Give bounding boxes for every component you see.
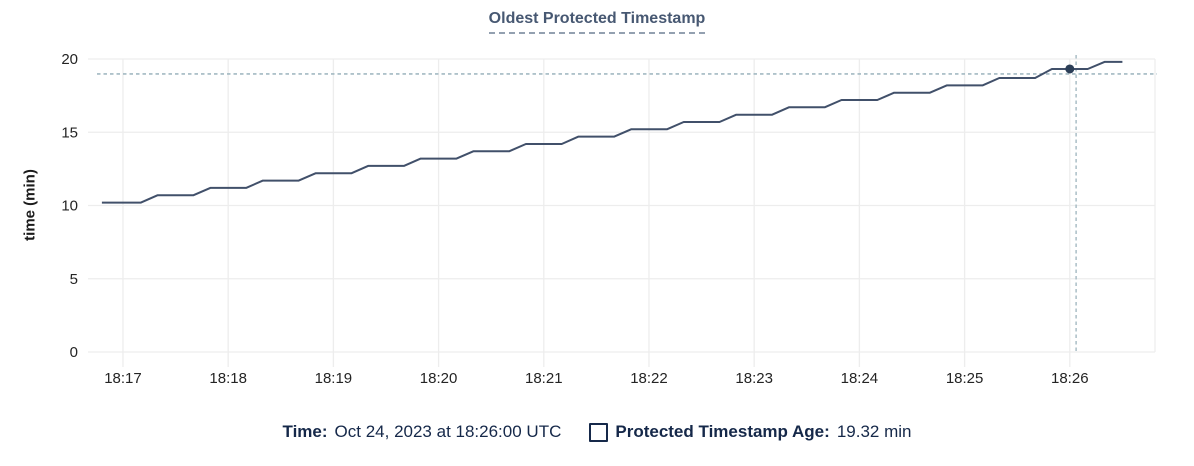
svg-text:18:25: 18:25 [946,370,984,387]
svg-text:18:26: 18:26 [1051,370,1089,387]
line-chart[interactable]: 18:17 18:18 18:19 18:20 18:21 18:22 18:23 18:24… [0,0,1194,405]
chart-tooltip-legend: Time: Oct 24, 2023 at 18:26:00 UTC Prote… [0,420,1194,444]
svg-text:15: 15 [61,124,78,141]
series-line-protected-timestamp-age [101,60,1123,204]
svg-text:20: 20 [61,51,78,68]
time-value: Oct 24, 2023 at 18:26:00 UTC [334,422,562,441]
chart-title[interactable]: Oldest Protected Timestamp [488,8,706,34]
svg-text:18:24: 18:24 [841,370,879,387]
x-axis-tick-labels: 18:17 18:18 18:19 18:20 18:21 18:22 18:23 18:24… [104,370,1088,387]
svg-text:18:20: 18:20 [420,370,458,387]
svg-text:0: 0 [70,344,78,361]
svg-text:5: 5 [70,271,78,288]
time-label: Time: [282,422,328,441]
svg-text:18:18: 18:18 [209,370,247,387]
gridlines [88,58,1156,367]
series-value: 19.32 min [836,422,912,441]
chart-title-row: Oldest Protected Timestamp [0,8,1194,34]
svg-text:18:17: 18:17 [104,370,142,387]
svg-text:18:21: 18:21 [525,370,563,387]
series-label: Protected Timestamp Age: [615,422,830,441]
y-axis-tick-labels: 0 5 10 15 20 [61,51,78,361]
svg-text:18:19: 18:19 [315,370,353,387]
svg-text:18:23: 18:23 [735,370,773,387]
legend-checkbox[interactable] [589,422,609,442]
crosshair [97,55,1157,352]
svg-text:18:22: 18:22 [630,370,668,387]
hover-point [1065,64,1075,74]
svg-text:10: 10 [61,198,78,215]
